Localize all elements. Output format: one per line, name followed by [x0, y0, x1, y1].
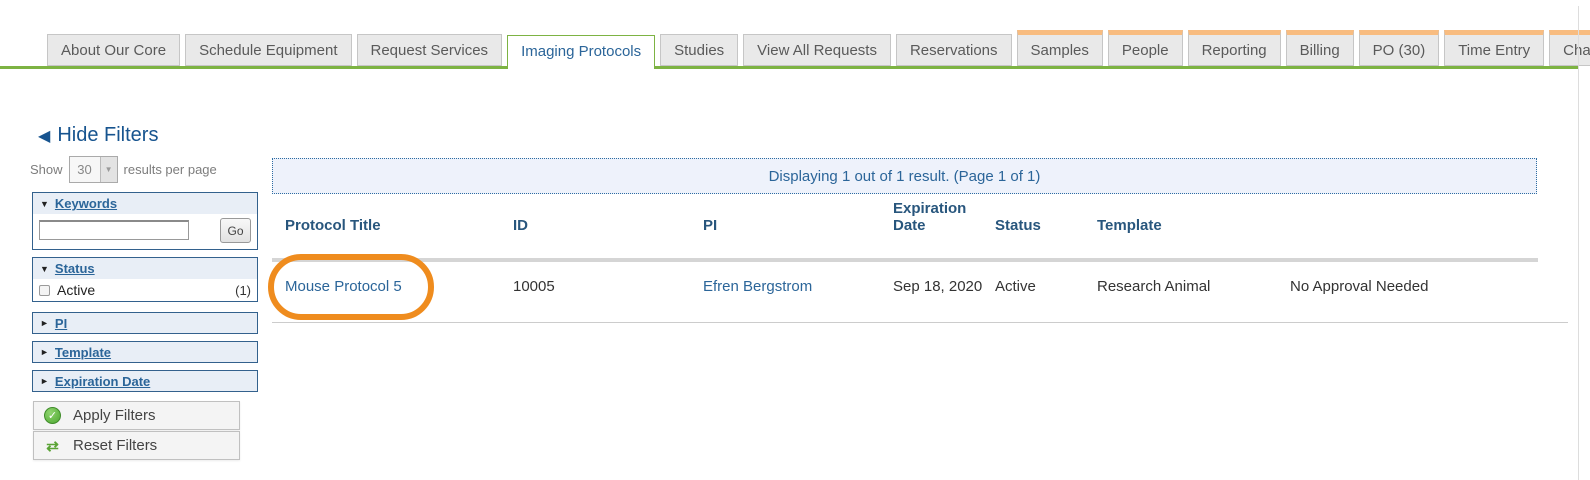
filter-panel-keywords: ▼ Keywords Go [32, 192, 258, 250]
page-right-border [1578, 6, 1579, 480]
hide-filters-label: Hide Filters [57, 124, 159, 146]
column-header-expiration-date[interactable]: Expiration Date [893, 200, 967, 234]
expand-arrow-icon: ► [40, 318, 49, 328]
hide-filters-arrow-icon: ◀ [38, 127, 51, 145]
template-panel-title: Template [54, 344, 112, 360]
tab-time-entry[interactable]: Time Entry [1444, 30, 1545, 66]
column-header-template[interactable]: Template [1097, 217, 1162, 234]
cell-status: Active [995, 278, 1036, 295]
filter-panel-template: ► Template [32, 341, 258, 363]
tab-people[interactable]: People [1107, 30, 1183, 66]
refresh-icon: ⇄ [46, 437, 59, 455]
column-header-approval [1290, 234, 1537, 242]
tab-studies[interactable]: Studies [660, 34, 739, 66]
keywords-input[interactable] [39, 220, 189, 240]
cell-protocol-title: Mouse Protocol 5 [285, 278, 513, 295]
collapse-arrow-icon: ▼ [40, 198, 49, 209]
apply-filters-label: Apply Filters [73, 407, 156, 424]
expiration-date-panel-title: Expiration Date [54, 373, 151, 389]
tab-view-all-requests[interactable]: View All Requests [743, 34, 891, 66]
cell-pi: Efren Bergstrom [703, 278, 893, 295]
protocol-title-link[interactable]: Mouse Protocol 5 [285, 278, 402, 295]
filter-panel-pi: ► PI [32, 312, 258, 334]
hide-filters-toggle[interactable]: ◀ Hide Filters [38, 124, 158, 147]
table-row: Mouse Protocol 5 10005 Efren Bergstrom S… [272, 262, 1568, 323]
pi-link[interactable]: Efren Bergstrom [703, 278, 813, 295]
template-panel-header[interactable]: ► Template [33, 342, 257, 362]
collapse-arrow-icon: ▼ [40, 263, 49, 274]
status-panel-title: Status [54, 261, 95, 276]
cell-approval: No Approval Needed [1290, 278, 1429, 295]
check-circle-icon: ✓ [44, 407, 61, 424]
reset-filters-label: Reset Filters [73, 437, 158, 454]
column-header-protocol-title[interactable]: Protocol Title [285, 217, 381, 234]
column-header-id[interactable]: ID [513, 217, 528, 234]
tab-samples[interactable]: Samples [1016, 30, 1103, 66]
results-count-banner: Displaying 1 out of 1 result. (Page 1 of… [272, 158, 1537, 194]
tab-request-services[interactable]: Request Services [356, 34, 503, 66]
tab-billing[interactable]: Billing [1285, 30, 1354, 66]
results-table-header: Protocol Title ID PI Expiration Date Sta… [272, 200, 1537, 242]
chevron-down-icon: ▼ [99, 157, 117, 182]
tab-about-our-core[interactable]: About Our Core [47, 34, 181, 66]
cell-id: 10005 [513, 278, 555, 295]
apply-filters-button[interactable]: ✓ Apply Filters [33, 401, 240, 430]
keywords-go-button[interactable]: Go [220, 218, 251, 243]
keywords-panel-body: Go [33, 214, 257, 248]
results-per-page-control: Show 30 ▼ results per page [30, 156, 217, 183]
main-tab-bar: About Our Core Schedule Equipment Reques… [0, 0, 1590, 69]
expand-arrow-icon: ► [40, 347, 49, 357]
per-page-value: 30 [77, 162, 92, 177]
tab-reservations[interactable]: Reservations [895, 34, 1012, 66]
status-option-count: (1) [235, 282, 251, 298]
per-page-suffix-label: results per page [123, 162, 217, 177]
tab-reporting[interactable]: Reporting [1187, 30, 1281, 66]
column-header-pi[interactable]: PI [703, 217, 718, 234]
status-option-row: Active (1) [33, 279, 257, 301]
table-header-separator [272, 258, 1538, 262]
results-count-text: Displaying 1 out of 1 result. (Page 1 of… [768, 167, 1041, 185]
tab-imaging-protocols[interactable]: Imaging Protocols [507, 35, 656, 69]
status-panel-header[interactable]: ▼ Status [33, 258, 257, 279]
expand-arrow-icon: ► [40, 376, 49, 386]
tab-po[interactable]: PO (30) [1358, 30, 1440, 66]
status-option-label: Active [57, 282, 96, 298]
cell-template: Research Animal [1097, 278, 1211, 295]
expiration-date-panel-header[interactable]: ► Expiration Date [33, 371, 257, 391]
filter-panel-expiration-date: ► Expiration Date [32, 370, 258, 392]
status-active-checkbox[interactable] [39, 284, 50, 296]
column-header-status[interactable]: Status [995, 217, 1041, 234]
keywords-panel-title: Keywords [54, 196, 118, 211]
keywords-panel-header[interactable]: ▼ Keywords [33, 193, 257, 214]
cell-expiration-date: Sep 18, 2020 [893, 278, 983, 295]
pi-panel-header[interactable]: ► PI [33, 313, 257, 333]
filter-panel-status: ▼ Status Active (1) [32, 257, 258, 302]
pi-panel-title: PI [54, 315, 68, 331]
show-label: Show [30, 162, 63, 177]
per-page-dropdown[interactable]: 30 ▼ [68, 156, 118, 183]
tab-schedule-equipment[interactable]: Schedule Equipment [185, 34, 352, 66]
tab-charge-entry[interactable]: Charge Entry [1549, 30, 1590, 66]
reset-filters-button[interactable]: ⇄ Reset Filters [33, 431, 240, 460]
